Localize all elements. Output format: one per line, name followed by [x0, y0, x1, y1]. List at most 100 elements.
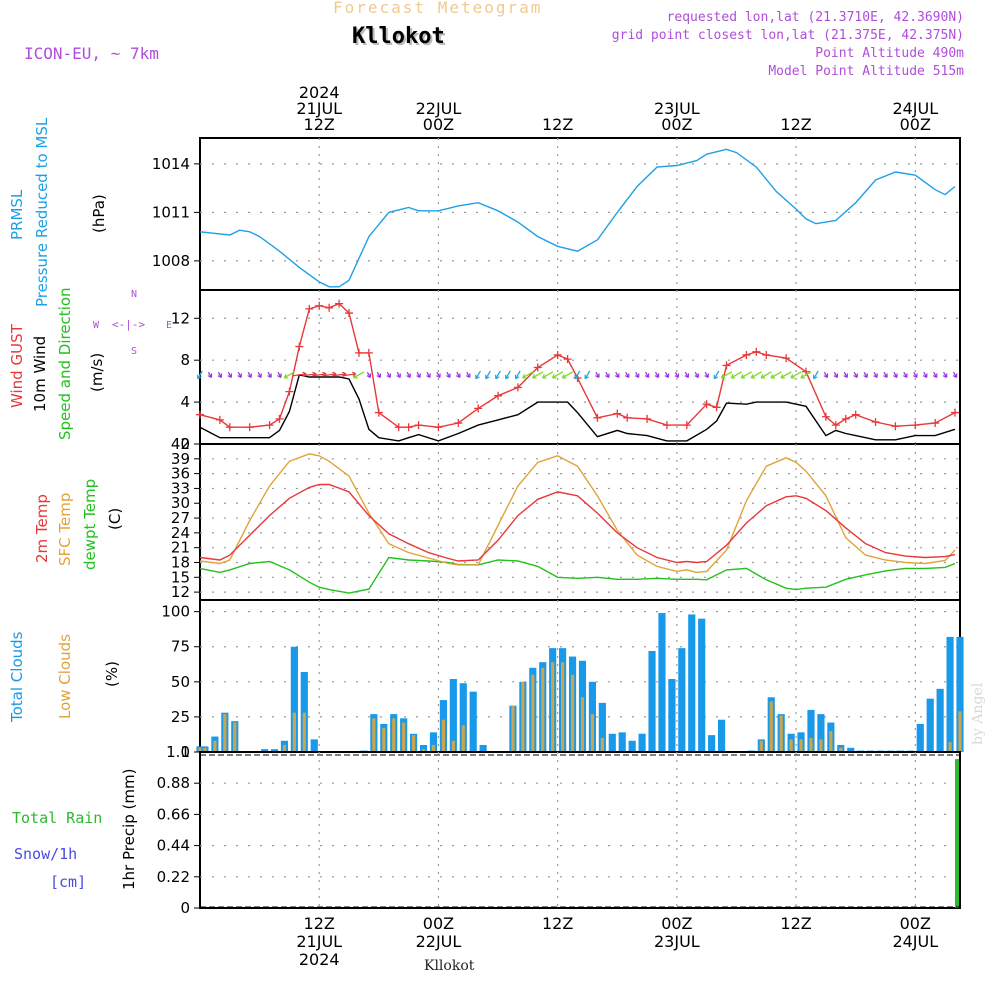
wind-arrow-head: [713, 374, 719, 380]
wind-arrow: [713, 370, 720, 380]
wind-arrow-head: [912, 373, 918, 378]
gust-marker: [454, 419, 463, 428]
requested-coords: requested lon,lat (21.3710E, 42.3690N): [666, 10, 964, 25]
wind-arrow-head: [514, 374, 520, 380]
total-cloud-bar: [290, 646, 298, 752]
low-cloud-bar: [531, 674, 535, 752]
gust-marker: [841, 414, 850, 423]
wind-arrow-head: [654, 373, 660, 378]
wind-arrow: [780, 371, 792, 379]
low-cloud-bar: [809, 737, 813, 752]
wind-arrow-head: [522, 374, 527, 379]
gust-marker: [891, 422, 900, 431]
gust-marker: [474, 404, 483, 413]
ytick-label-pressure: 1011: [152, 203, 190, 221]
gust-marker: [831, 421, 840, 430]
panel-frame-precip: [199, 751, 961, 909]
total-cloud-bar: [628, 740, 636, 752]
total-cloud-bar: [618, 732, 626, 752]
wind-arrow: [283, 371, 295, 379]
ytick-label-precip: 0.22: [157, 868, 190, 886]
gust-marker: [643, 414, 652, 423]
low-cloud-bar: [213, 740, 217, 752]
wind-arrow-head: [694, 373, 699, 378]
gust-marker: [742, 350, 751, 359]
wind-arrow-head: [485, 374, 490, 380]
rain-label: Total Rain: [12, 809, 103, 827]
low-cloud-bar: [431, 744, 436, 752]
ytick-label-clouds: 25: [171, 708, 190, 726]
gust-marker: [782, 354, 791, 363]
gust-marker: [354, 348, 363, 357]
total-cloud-bar: [926, 698, 934, 752]
wind-arrow-head: [495, 374, 500, 380]
time-label-top: 00Z: [423, 115, 454, 134]
wind-arrow-head: [406, 373, 411, 378]
wind-arrow-head: [465, 373, 471, 378]
ytick-label-precip: 0.66: [157, 805, 190, 823]
wind-arrow-head: [853, 373, 858, 378]
wind-arrow-head: [283, 374, 289, 379]
wind-arrow-head: [257, 373, 262, 378]
gust-marker: [712, 403, 721, 412]
gust-marker: [394, 423, 403, 432]
wind-arrow-head: [932, 373, 938, 378]
gust-marker: [295, 342, 304, 351]
total-cloud-bar: [668, 679, 676, 752]
station-name: Kllokot: [352, 24, 445, 49]
wind-arrow-head: [574, 374, 580, 380]
ytick-label-temp: 39: [171, 450, 190, 468]
time-label-bottom: 23JUL: [654, 932, 700, 951]
wind-arrow: [302, 373, 317, 377]
total-cloud-bar: [638, 733, 646, 752]
wind-arrow: [475, 370, 481, 380]
wind-arrow-head: [595, 373, 600, 378]
low-cloud-bar: [541, 667, 545, 752]
total-cloud-bar: [807, 709, 815, 752]
wind-arrow: [790, 371, 802, 379]
wind-arrow: [574, 370, 581, 380]
low-cloud-bar: [958, 711, 962, 752]
point-altitude: Point Altitude 490m: [815, 46, 964, 61]
gust-marker: [225, 423, 234, 432]
wind-arrow-head: [873, 373, 878, 378]
time-label-top: 00Z: [900, 115, 931, 134]
total-cloud-bar: [717, 719, 726, 752]
time-label-top: 2024: [299, 83, 340, 102]
series-line-temp-0: [199, 483, 956, 564]
low-cloud-bar: [580, 697, 585, 752]
gust-marker: [414, 421, 423, 430]
wind-arrow-head: [720, 374, 726, 379]
wind-arrow: [584, 370, 591, 380]
gust-marker: [702, 400, 711, 409]
gust-marker: [951, 408, 960, 417]
wind-arrow-head: [750, 374, 756, 379]
time-label-top: 12Z: [304, 115, 335, 134]
series-line-wind-0: [199, 302, 956, 428]
low-cloud-bar: [759, 740, 763, 752]
wind-arrow-head: [800, 374, 805, 379]
gust-marker: [215, 415, 224, 424]
wind-arrow: [515, 370, 521, 380]
wind-arrow-head: [922, 373, 928, 378]
low-cloud-bar: [829, 730, 833, 752]
ytick-label-temp: 33: [171, 479, 190, 497]
rain-bar: [955, 759, 959, 908]
chart-title: Forecast Meteogram: [333, 0, 543, 17]
total-cloud-bar: [648, 650, 656, 752]
wind-arrow-head: [614, 373, 620, 378]
low-cloud-bar: [302, 712, 306, 752]
total-cloud-bar: [449, 679, 457, 752]
wind-arrow-head: [247, 373, 252, 378]
wind-arrow-head: [532, 374, 537, 379]
wind-arrow-head: [833, 373, 839, 378]
wind-arrow: [505, 370, 511, 380]
gust-marker: [911, 421, 920, 430]
wind-arrow-head: [634, 373, 640, 378]
total-cloud-bar: [936, 688, 944, 752]
wind-arrow: [770, 371, 782, 379]
compass-n: N: [131, 289, 138, 300]
total-cloud-bar: [956, 636, 964, 752]
wind-arrow-head: [436, 373, 441, 378]
wind-arrow-head: [790, 374, 795, 379]
